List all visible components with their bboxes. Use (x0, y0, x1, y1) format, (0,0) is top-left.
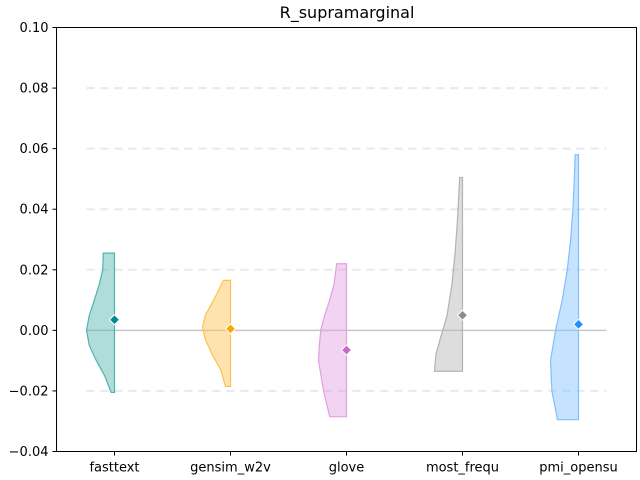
x-tick-label: pmi_opensu (539, 461, 617, 476)
mean-marker-gensim-w2v (224, 323, 237, 335)
violin-fasttext (85, 252, 116, 394)
x-axis: fasttext gensim_w2v glove most_frequ pmi_ope… (89, 451, 618, 476)
y-axis: 0.10 0.08 0.06 0.04 0.02 0.00 −0.02 −0.04 (9, 21, 57, 460)
mean-marker-pmi-opensu (572, 318, 585, 331)
y-tick-label: 0.00 (20, 324, 49, 339)
y-tick-label: −0.02 (9, 384, 49, 399)
violin-pmi-opensu (549, 154, 580, 421)
mean-marker-fasttext (108, 314, 121, 326)
x-tick-label: gensim_w2v (190, 461, 271, 476)
mean-marker-most-frequ (456, 309, 469, 321)
x-tick-label: most_frequ (426, 461, 499, 476)
y-tick-label: 0.02 (20, 263, 49, 278)
y-tick-label: 0.08 (20, 82, 49, 97)
violin-glove (317, 263, 348, 418)
violin-layer (85, 154, 585, 421)
y-tick-label: 0.06 (20, 142, 49, 157)
x-tick-label: glove (329, 461, 365, 476)
y-tick-label: 0.04 (20, 203, 49, 218)
y-tick-label: −0.04 (9, 445, 49, 460)
violin-gensim-w2v (201, 279, 232, 387)
x-tick-label: fasttext (89, 461, 139, 476)
y-tick-label: 0.10 (20, 21, 49, 36)
chart-title: R_supramarginal (280, 3, 415, 23)
violin-most-frequ (433, 176, 464, 372)
mean-marker-glove (340, 344, 353, 356)
